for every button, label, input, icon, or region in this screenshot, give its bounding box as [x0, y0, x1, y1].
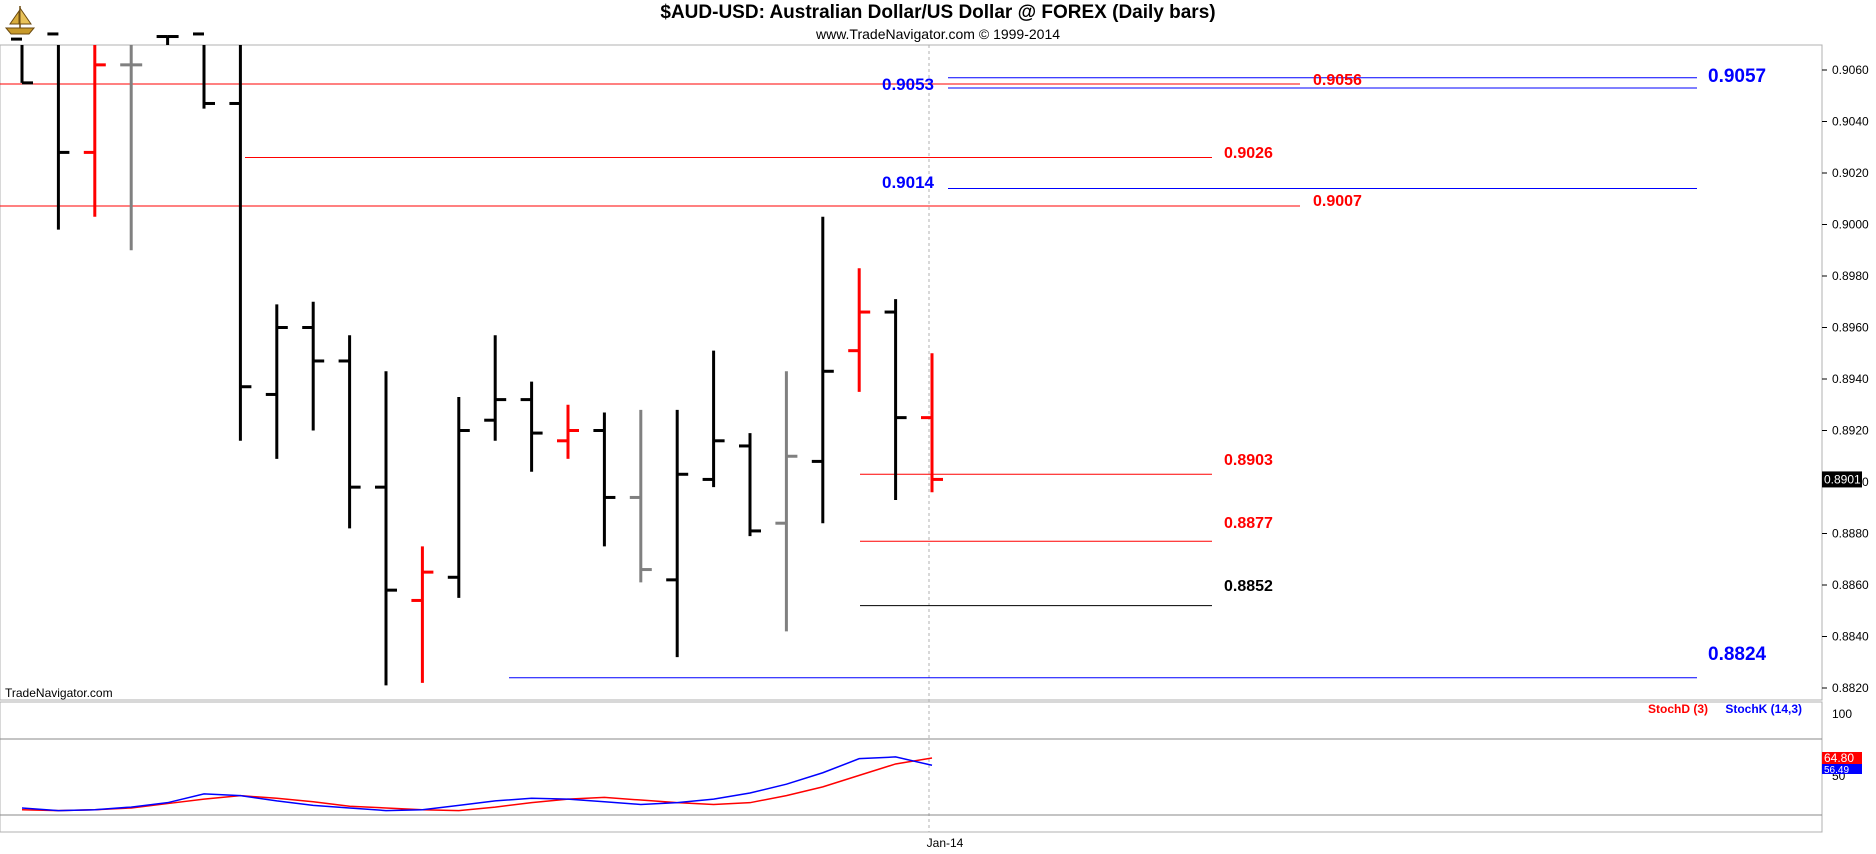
price-axis-tick-label: 0.8840: [1832, 630, 1869, 644]
price-axis-tick-label: 0.8960: [1832, 321, 1869, 335]
ohlc-bar: [811, 216, 834, 524]
price-axis-tick-label: 0.8940: [1832, 372, 1869, 386]
price-axis-tick-label: 0.8820: [1832, 681, 1869, 695]
ohlc-bar: [411, 546, 434, 683]
ohlc-bar: [848, 268, 871, 392]
stoch-k-badge: [1822, 764, 1862, 774]
x-axis-date-label: Jan-14: [927, 836, 964, 850]
ohlc-bar: [921, 353, 943, 493]
price-level-label: 0.8877: [1224, 515, 1273, 532]
ohlc-bar: [193, 32, 215, 109]
price-level-label: 0.9056: [1313, 72, 1362, 89]
stoch-d-value: 64.80: [1824, 751, 1854, 765]
price-level-label: 0.8903: [1224, 452, 1273, 469]
chart-header: $AUD-USD: Australian Dollar/US Dollar @ …: [0, 0, 1876, 45]
ohlc-bar: [484, 335, 507, 441]
stoch-k-line: [21, 756, 933, 812]
price-axis-tick-label: 0.9000: [1832, 218, 1869, 232]
price-axis-tick-label: 0.9040: [1832, 115, 1869, 129]
chart-title: $AUD-USD: Australian Dollar/US Dollar @ …: [660, 2, 1216, 23]
last-price-label: 0.8901: [1824, 472, 1861, 486]
indicator-panel: [0, 701, 1823, 833]
ohlc-bar: [775, 371, 798, 632]
ohlc-bar: [302, 301, 325, 431]
ohlc-bar: [447, 397, 470, 598]
ohlc-bar: [47, 32, 70, 230]
price-axis-tick-label: 0.8920: [1832, 424, 1869, 438]
stoch-d-legend: StochD (3): [1648, 702, 1708, 716]
price-level-label: 0.9057: [1708, 66, 1766, 87]
price-level-label: 0.9026: [1224, 145, 1273, 162]
ohlc-bar: [83, 45, 106, 217]
ohlc-bar: [884, 299, 907, 501]
ohlc-bar: [739, 433, 761, 537]
last-price-badge: [1822, 471, 1862, 488]
price-axis-tick-label: 0.9060: [1832, 63, 1869, 77]
price-level-label: 0.9053: [882, 75, 934, 94]
ohlc-bar: [11, 37, 33, 85]
ohlc-bar: [593, 412, 616, 547]
sailing-ship-logo-icon: [4, 6, 36, 35]
stoch-k-legend: StochK (14,3): [1725, 702, 1802, 716]
stoch-d-line: [21, 757, 933, 812]
price-level-label: 0.9014: [882, 173, 935, 192]
ohlc-bar: [120, 45, 143, 251]
price-axis-tick-label: 0.9020: [1832, 166, 1869, 180]
price-level-label: 0.8852: [1224, 578, 1273, 595]
price-level-label: 0.8824: [1708, 644, 1767, 665]
price-panel: [0, 44, 1823, 701]
ohlc-bar: [666, 409, 689, 658]
price-level-label: 0.9007: [1313, 193, 1362, 210]
price-axis-tick-label: 0.8980: [1832, 269, 1869, 283]
ohlc-bar: [265, 304, 288, 459]
ohlc-bar: [156, 35, 179, 45]
stoch-d-badge: [1822, 752, 1862, 765]
watermark: TradeNavigator.com: [5, 686, 113, 700]
stoch-k-value: 56.49: [1824, 765, 1849, 776]
stoch-axis-label: 100: [1832, 707, 1852, 721]
ohlc-bar: [375, 371, 397, 686]
price-axis-tick-label: 0.8860: [1832, 578, 1869, 592]
ohlc-bar: [520, 381, 543, 472]
ohlc-bar: [629, 409, 652, 583]
ohlc-bar: [702, 350, 725, 488]
ohlc-bar: [229, 45, 252, 441]
price-axis-tick-label: 0.8880: [1832, 527, 1869, 541]
chart-subtitle: www.TradeNavigator.com © 1999-2014: [815, 26, 1061, 42]
ohlc-bar: [557, 404, 579, 459]
ohlc-bar: [338, 335, 361, 529]
